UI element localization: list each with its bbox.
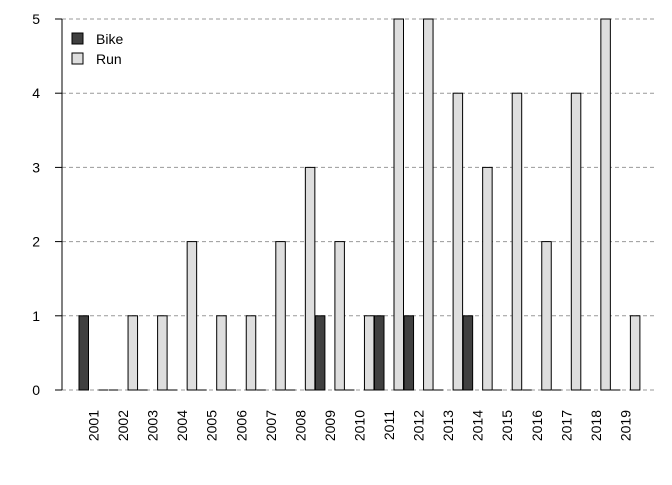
legend-swatch-run bbox=[71, 52, 84, 65]
x-tick-label: 2006 bbox=[233, 410, 249, 441]
bar-run-2011 bbox=[393, 18, 404, 391]
bar-run-2006 bbox=[245, 315, 257, 391]
bar-bike-2012 bbox=[403, 315, 415, 391]
bars bbox=[78, 18, 641, 391]
legend-swatch-bike bbox=[71, 32, 84, 45]
bar-bike-2011 bbox=[374, 315, 385, 391]
x-tick-label: 2018 bbox=[588, 410, 604, 441]
x-tick-label: 2019 bbox=[617, 410, 633, 441]
x-tick-label: 2013 bbox=[440, 410, 456, 441]
y-tick-label: 2 bbox=[32, 234, 40, 250]
bar-run-2019 bbox=[629, 315, 641, 391]
y-tick-label: 3 bbox=[32, 159, 40, 175]
bar-run-2013 bbox=[452, 92, 464, 391]
x-tick-label: 2014 bbox=[470, 410, 486, 441]
legend-label-bike: Bike bbox=[96, 31, 123, 47]
x-tick-label: 2015 bbox=[499, 410, 515, 441]
bar-run-2008 bbox=[304, 166, 316, 391]
x-axis-tick-labels: 2001 2002 2003 2004 2005 2006 2007 2008 2009 2010… bbox=[86, 410, 634, 441]
x-tick-label: 2012 bbox=[411, 410, 427, 441]
bar-bike-2009 bbox=[314, 315, 326, 391]
x-tick-label: 2001 bbox=[86, 410, 102, 441]
x-tick-label: 2009 bbox=[322, 410, 338, 441]
bar-run-2009 bbox=[334, 241, 345, 391]
y-tick-label: 0 bbox=[32, 382, 40, 398]
bar-run-2004 bbox=[186, 241, 198, 391]
grid-lines bbox=[62, 18, 656, 391]
bar-run-2014 bbox=[482, 166, 493, 391]
bar-run-2003 bbox=[157, 315, 168, 391]
x-tick-label: 2002 bbox=[115, 410, 131, 441]
x-tick-label: 2004 bbox=[174, 410, 190, 441]
bar-bike-2014 bbox=[462, 315, 474, 391]
x-tick-label: 2005 bbox=[204, 410, 220, 441]
bar-run-2010 bbox=[363, 315, 375, 391]
x-tick-label: 2008 bbox=[292, 410, 308, 441]
x-tick-label: 2011 bbox=[381, 410, 397, 440]
y-tick-label: 4 bbox=[32, 85, 40, 101]
bar-run-2017 bbox=[570, 92, 582, 391]
x-tick-label: 2007 bbox=[263, 410, 279, 441]
y-tick-label: 1 bbox=[32, 308, 40, 324]
x-tick-label: 2017 bbox=[558, 410, 574, 441]
x-tick-label: 2010 bbox=[351, 410, 367, 441]
bar-run-2015 bbox=[511, 92, 523, 391]
bar-run-2005 bbox=[216, 315, 227, 391]
bar-run-2012 bbox=[423, 18, 434, 391]
x-tick-label: 2003 bbox=[145, 410, 161, 441]
bar-run-2007 bbox=[275, 241, 286, 391]
bar-run-2002 bbox=[127, 315, 139, 391]
bar-run-2016 bbox=[541, 241, 552, 391]
bar-bike-2001 bbox=[78, 315, 89, 391]
x-tick-label: 2016 bbox=[529, 410, 545, 441]
legend-label-run: Run bbox=[96, 51, 122, 67]
y-tick-label: 5 bbox=[32, 11, 40, 27]
legend: Bike Run bbox=[71, 31, 123, 67]
y-axis: 0 1 2 3 4 5 bbox=[32, 11, 63, 398]
bar-run-2018 bbox=[600, 18, 611, 391]
